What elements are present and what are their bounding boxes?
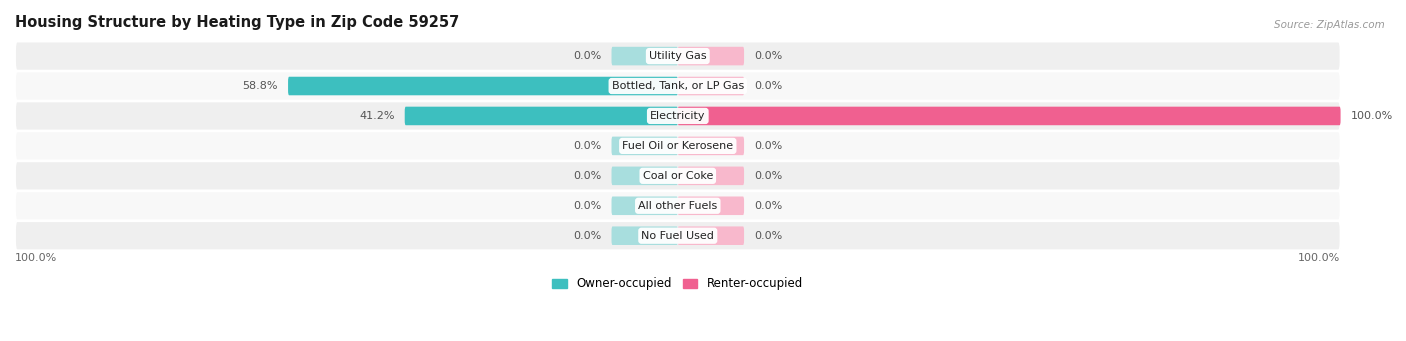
FancyBboxPatch shape bbox=[612, 196, 678, 215]
FancyBboxPatch shape bbox=[678, 196, 744, 215]
FancyBboxPatch shape bbox=[15, 71, 1341, 101]
Text: 58.8%: 58.8% bbox=[243, 81, 278, 91]
FancyBboxPatch shape bbox=[678, 77, 744, 95]
FancyBboxPatch shape bbox=[15, 41, 1341, 71]
FancyBboxPatch shape bbox=[15, 101, 1341, 131]
Text: Source: ZipAtlas.com: Source: ZipAtlas.com bbox=[1274, 20, 1385, 30]
Text: 41.2%: 41.2% bbox=[360, 111, 395, 121]
Text: 100.0%: 100.0% bbox=[1351, 111, 1393, 121]
FancyBboxPatch shape bbox=[405, 107, 678, 125]
Legend: Owner-occupied, Renter-occupied: Owner-occupied, Renter-occupied bbox=[548, 273, 808, 295]
Text: Housing Structure by Heating Type in Zip Code 59257: Housing Structure by Heating Type in Zip… bbox=[15, 15, 460, 30]
Text: Fuel Oil or Kerosene: Fuel Oil or Kerosene bbox=[623, 141, 734, 151]
FancyBboxPatch shape bbox=[15, 131, 1341, 161]
Text: 0.0%: 0.0% bbox=[754, 201, 782, 211]
FancyBboxPatch shape bbox=[678, 166, 744, 185]
Text: 0.0%: 0.0% bbox=[754, 81, 782, 91]
FancyBboxPatch shape bbox=[288, 77, 678, 95]
Text: Electricity: Electricity bbox=[650, 111, 706, 121]
Text: 0.0%: 0.0% bbox=[754, 141, 782, 151]
Text: Utility Gas: Utility Gas bbox=[650, 51, 707, 61]
Text: Coal or Coke: Coal or Coke bbox=[643, 171, 713, 181]
Text: 0.0%: 0.0% bbox=[574, 201, 602, 211]
FancyBboxPatch shape bbox=[15, 221, 1341, 250]
Text: 0.0%: 0.0% bbox=[754, 231, 782, 241]
Text: 0.0%: 0.0% bbox=[574, 231, 602, 241]
FancyBboxPatch shape bbox=[678, 226, 744, 245]
FancyBboxPatch shape bbox=[678, 107, 1340, 125]
FancyBboxPatch shape bbox=[15, 191, 1341, 220]
Text: 0.0%: 0.0% bbox=[574, 51, 602, 61]
FancyBboxPatch shape bbox=[612, 226, 678, 245]
Text: No Fuel Used: No Fuel Used bbox=[641, 231, 714, 241]
Text: 0.0%: 0.0% bbox=[574, 141, 602, 151]
Text: Bottled, Tank, or LP Gas: Bottled, Tank, or LP Gas bbox=[612, 81, 744, 91]
FancyBboxPatch shape bbox=[612, 166, 678, 185]
Text: 100.0%: 100.0% bbox=[15, 253, 58, 263]
FancyBboxPatch shape bbox=[612, 47, 678, 65]
Text: 0.0%: 0.0% bbox=[754, 171, 782, 181]
Text: 0.0%: 0.0% bbox=[754, 51, 782, 61]
FancyBboxPatch shape bbox=[678, 137, 744, 155]
Text: 0.0%: 0.0% bbox=[574, 171, 602, 181]
Text: 100.0%: 100.0% bbox=[1298, 253, 1340, 263]
FancyBboxPatch shape bbox=[678, 47, 744, 65]
FancyBboxPatch shape bbox=[612, 137, 678, 155]
Text: All other Fuels: All other Fuels bbox=[638, 201, 717, 211]
FancyBboxPatch shape bbox=[15, 161, 1341, 191]
